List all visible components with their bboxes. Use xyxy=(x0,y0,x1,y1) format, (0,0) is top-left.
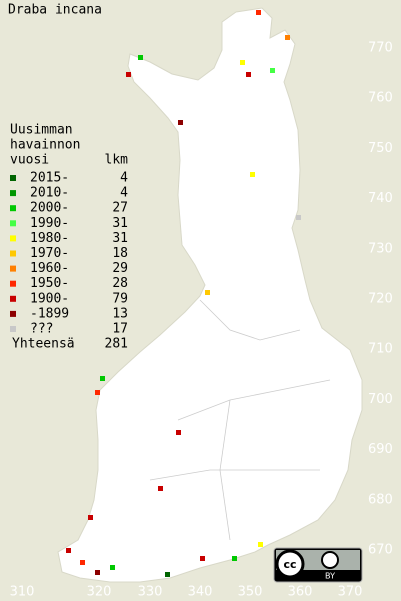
east-label: 330 xyxy=(138,585,163,600)
occurrence xyxy=(165,572,170,577)
legend-swatch xyxy=(10,280,16,287)
by-icon xyxy=(321,551,339,569)
occurrence xyxy=(285,35,290,40)
occurrence xyxy=(126,72,131,77)
occurrence xyxy=(246,72,251,77)
legend-count: 27 xyxy=(112,201,128,216)
occurrences xyxy=(66,10,301,577)
title: Draba incana xyxy=(8,3,102,18)
occurrence xyxy=(258,542,263,547)
north-label: 710 xyxy=(368,342,393,357)
legend-swatch xyxy=(10,326,16,332)
legend-swatch xyxy=(10,295,16,302)
occurrence xyxy=(240,60,245,65)
legend-label: 1900- xyxy=(30,291,69,306)
occurrence xyxy=(158,486,163,491)
north-label: 760 xyxy=(368,91,393,106)
legend-label: 1950- xyxy=(30,276,69,291)
north-label: 690 xyxy=(368,442,393,457)
legend-label: 2015- xyxy=(30,171,69,186)
legend-count: 4 xyxy=(120,186,128,201)
legend-count: 28 xyxy=(112,276,128,291)
east-label: 340 xyxy=(188,585,213,600)
occurrence xyxy=(296,215,301,220)
occurrence xyxy=(95,570,100,575)
legend-column: vuosi xyxy=(10,153,49,168)
north-label: 680 xyxy=(368,492,393,507)
legend-count: 29 xyxy=(112,261,128,276)
east-label: 350 xyxy=(238,585,263,600)
occurrence xyxy=(256,10,261,15)
north-label: 770 xyxy=(368,41,393,56)
legend-label: 1980- xyxy=(30,231,69,246)
occurrence xyxy=(200,556,205,561)
occurrence xyxy=(95,390,100,395)
legend-label: ??? xyxy=(30,322,53,337)
occurrence xyxy=(176,430,181,435)
legend-count: 31 xyxy=(112,231,128,246)
legend-total-label: Yhteensä xyxy=(12,337,75,352)
legend-count: 4 xyxy=(120,171,128,186)
occurrence xyxy=(232,556,237,561)
legend-swatch xyxy=(10,220,16,227)
east-label: 370 xyxy=(338,585,363,600)
cc-logo: cc xyxy=(283,558,296,571)
occurrence xyxy=(110,565,115,570)
legend-label: 1970- xyxy=(30,246,69,261)
legend-total: 281 xyxy=(105,337,128,352)
east-label: 310 xyxy=(10,585,35,600)
legend-swatch xyxy=(10,310,16,317)
legend-count: 31 xyxy=(112,216,128,231)
north-label: 730 xyxy=(368,241,393,256)
region-borders xyxy=(149,299,331,541)
legend-swatch xyxy=(10,175,16,181)
occurrence xyxy=(100,376,105,381)
legend-count: 18 xyxy=(112,246,128,261)
occurrence xyxy=(250,172,255,177)
north-label: 670 xyxy=(368,543,393,558)
north-label: 750 xyxy=(368,141,393,156)
legend-label: 1990- xyxy=(30,216,69,231)
east-label: 320 xyxy=(87,585,112,600)
north-label: 720 xyxy=(368,292,393,307)
legend-column: lkm xyxy=(105,153,129,168)
north-label: 740 xyxy=(368,191,393,206)
legend-heading: havainnon xyxy=(10,138,80,153)
legend-label: 2000- xyxy=(30,201,69,216)
occurrence xyxy=(80,560,85,565)
legend-count: 13 xyxy=(112,306,128,321)
occurrence xyxy=(270,68,275,73)
occurrence xyxy=(138,55,143,60)
legend-label: 1960- xyxy=(30,261,69,276)
occurrence xyxy=(178,120,183,125)
legend-swatch xyxy=(10,265,16,272)
border xyxy=(149,469,320,481)
north-label: 700 xyxy=(368,392,393,407)
license-badge: cc BY xyxy=(273,547,363,583)
legend-heading: Uusimman xyxy=(10,123,73,138)
border xyxy=(177,379,331,421)
border xyxy=(199,299,301,341)
occurrence xyxy=(205,290,210,295)
legend-swatch xyxy=(10,235,16,242)
license-label: BY xyxy=(325,572,335,581)
occurrence xyxy=(88,515,93,520)
border xyxy=(219,399,231,541)
east-label: 360 xyxy=(288,585,313,600)
legend-swatch xyxy=(10,250,16,257)
legend-label: -1899 xyxy=(30,306,69,321)
cc-circle xyxy=(275,549,305,579)
occurrence xyxy=(66,548,71,553)
legend-count: 79 xyxy=(112,291,128,306)
legend-swatch xyxy=(10,190,16,197)
legend-swatch xyxy=(10,205,16,212)
legend-label: 2010- xyxy=(30,186,69,201)
legend-count: 17 xyxy=(112,322,128,337)
